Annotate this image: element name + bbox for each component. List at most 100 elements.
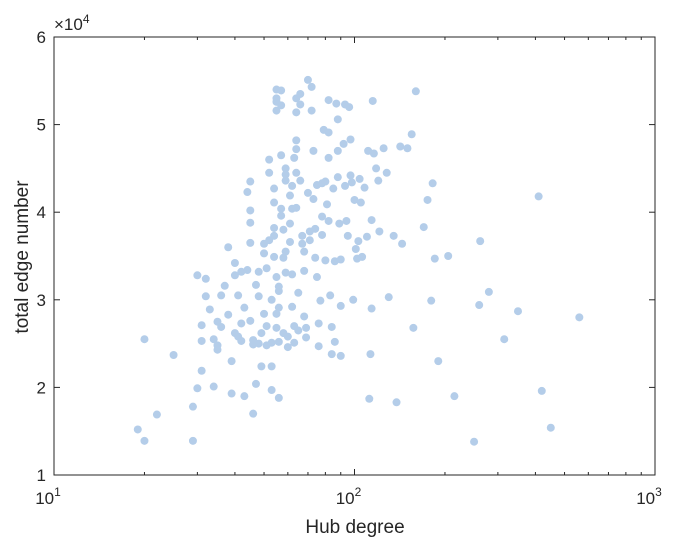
data-point <box>323 200 331 209</box>
data-point <box>240 392 249 401</box>
data-point <box>324 153 333 162</box>
data-point <box>243 188 252 197</box>
data-point <box>326 291 335 300</box>
data-point <box>324 216 333 225</box>
data-point <box>368 96 377 105</box>
data-point <box>277 101 286 110</box>
data-point <box>279 253 288 262</box>
data-point <box>188 402 197 411</box>
data-point <box>327 350 336 359</box>
data-point <box>428 179 437 188</box>
data-point <box>272 309 281 318</box>
data-point <box>298 239 307 248</box>
data-point <box>220 281 229 290</box>
data-point <box>133 425 142 434</box>
data-point <box>336 255 345 264</box>
x-tick-label: 101 <box>35 485 61 508</box>
data-point <box>341 181 350 190</box>
data-point <box>254 267 263 276</box>
data-point <box>197 321 206 330</box>
data-point <box>274 287 283 296</box>
data-point <box>246 316 255 325</box>
data-point <box>205 305 214 314</box>
data-point <box>246 218 255 227</box>
data-point <box>537 386 546 395</box>
data-point <box>314 319 323 328</box>
data-point <box>251 280 260 289</box>
data-point <box>360 183 369 192</box>
data-point <box>262 322 271 331</box>
data-point <box>318 230 327 239</box>
data-point <box>369 149 378 158</box>
data-point <box>396 142 405 151</box>
data-point <box>237 319 246 328</box>
data-point <box>274 393 283 402</box>
data-point <box>292 108 301 117</box>
data-point <box>450 392 459 401</box>
data-point <box>230 259 239 268</box>
data-point <box>237 336 246 345</box>
data-point <box>201 274 210 283</box>
data-point <box>227 357 236 366</box>
data-point <box>350 195 359 204</box>
data-point <box>321 177 330 186</box>
x-tick-label: 103 <box>636 485 662 508</box>
data-point <box>246 177 255 186</box>
data-point <box>277 86 286 95</box>
data-point <box>281 170 290 179</box>
data-point <box>300 266 309 275</box>
data-point <box>265 155 274 164</box>
data-point <box>392 398 401 407</box>
data-point <box>257 329 266 338</box>
data-point <box>292 203 301 212</box>
data-point <box>285 191 294 200</box>
data-point <box>309 146 318 155</box>
data-point <box>324 128 333 137</box>
data-point <box>329 184 338 193</box>
data-point <box>375 227 384 236</box>
x-axis-title: Hub degree <box>305 517 404 538</box>
data-point <box>309 195 318 204</box>
data-point <box>251 379 260 388</box>
data-point <box>188 436 197 445</box>
data-point <box>333 146 342 155</box>
data-point <box>423 195 432 204</box>
data-point <box>434 357 443 366</box>
y-tick-label: 1 <box>37 466 46 485</box>
data-point <box>316 296 325 305</box>
data-point <box>140 335 149 344</box>
data-point <box>224 310 233 319</box>
data-point <box>283 332 292 341</box>
data-point <box>349 295 358 304</box>
data-point <box>257 362 266 371</box>
data-point <box>312 273 321 282</box>
data-point <box>209 335 218 344</box>
data-point <box>296 89 305 98</box>
data-point <box>330 337 339 346</box>
data-point <box>267 295 276 304</box>
data-point <box>260 249 269 258</box>
data-point <box>300 312 309 321</box>
data-point <box>296 176 305 185</box>
data-point <box>197 366 206 375</box>
data-point <box>365 394 374 403</box>
data-point <box>513 307 522 316</box>
data-point <box>292 145 301 154</box>
data-point <box>379 144 388 153</box>
data-point <box>227 389 236 398</box>
data-point <box>140 436 149 445</box>
data-point <box>303 188 312 197</box>
data-point <box>476 237 485 246</box>
data-point <box>311 224 320 233</box>
data-point <box>374 176 383 185</box>
data-point <box>277 211 286 220</box>
y-tick-label: 5 <box>37 116 46 135</box>
data-point <box>389 231 398 240</box>
data-point <box>193 384 202 393</box>
data-point <box>407 130 416 139</box>
data-point <box>270 223 279 232</box>
data-point <box>224 243 233 252</box>
data-point <box>575 313 584 322</box>
data-point <box>470 437 479 446</box>
data-point <box>270 198 279 207</box>
